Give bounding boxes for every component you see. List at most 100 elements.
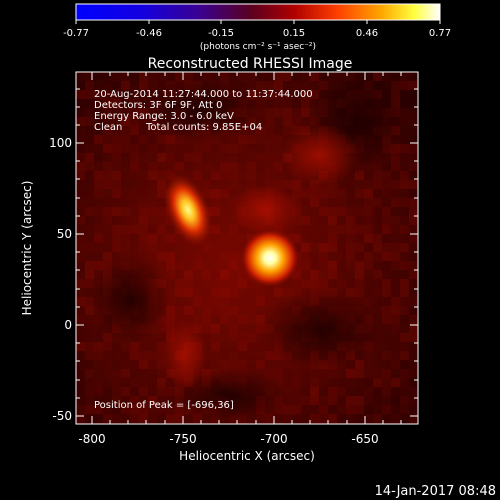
timestamp: 14-Jan-2017 08:48 [375,484,496,499]
texture-cell [256,153,265,162]
texture-cell [166,252,175,261]
texture-cell [121,216,130,225]
texture-cell [382,396,391,405]
texture-cell [148,198,157,207]
texture-cell [310,396,319,405]
texture-cell [391,306,400,315]
texture-cell [85,81,94,90]
texture-cell [148,180,157,189]
texture-cell [265,108,274,117]
texture-cell [409,351,418,360]
colorbar-ticks [75,20,441,24]
texture-cell [274,144,283,153]
texture-cell [130,207,139,216]
texture-cell [310,72,319,81]
texture-cell [355,396,364,405]
colorbar-tick-label: -0.46 [136,28,162,39]
texture-cell [139,414,148,423]
texture-cell [382,297,391,306]
texture-cell [157,405,166,414]
texture-cell [409,135,418,144]
texture-cell [274,153,283,162]
annotation-method: Clean [94,122,122,133]
texture-cell [94,180,103,189]
texture-cell [400,207,409,216]
texture-cell [76,153,85,162]
texture-cell [373,234,382,243]
texture-cell [121,135,130,144]
texture-cell [175,270,184,279]
texture-cell [391,243,400,252]
texture-cell [220,153,229,162]
texture-cell [229,315,238,324]
texture-cell [310,387,319,396]
texture-cell [130,405,139,414]
texture-cell [94,351,103,360]
texture-cell [238,306,247,315]
texture-cell [85,171,94,180]
texture-cell [229,234,238,243]
texture-cell [283,108,292,117]
texture-cell [409,108,418,117]
texture-cell [94,162,103,171]
texture-cell [292,378,301,387]
texture-cell [283,279,292,288]
texture-cell [400,180,409,189]
texture-cell [301,72,310,81]
texture-cell [337,387,346,396]
texture-cell [166,324,175,333]
texture-cell [112,162,121,171]
texture-cell [85,243,94,252]
texture-cell [274,108,283,117]
texture-cell [409,315,418,324]
texture-cell [121,144,130,153]
texture-cell [319,414,328,423]
texture-cell [85,333,94,342]
texture-cell [94,108,103,117]
texture-cell [400,216,409,225]
texture-cell [310,378,319,387]
texture-cell [202,180,211,189]
texture-cell [328,234,337,243]
texture-cell [382,261,391,270]
texture-cell [94,234,103,243]
texture-cell [202,288,211,297]
texture-cell [76,126,85,135]
texture-cell [220,243,229,252]
texture-cell [319,189,328,198]
y-tick-label: -50 [52,409,72,423]
texture-cell [409,117,418,126]
texture-cell [202,279,211,288]
texture-cell [400,297,409,306]
texture-cell [139,207,148,216]
texture-cell [301,216,310,225]
texture-cell [229,279,238,288]
texture-cell [319,225,328,234]
texture-cell [166,396,175,405]
texture-cell [364,261,373,270]
texture-cell [94,171,103,180]
texture-cell [256,72,265,81]
texture-cell [157,180,166,189]
texture-cell [256,297,265,306]
texture-cell [76,207,85,216]
texture-cell [130,414,139,423]
texture-cell [139,72,148,81]
texture-cell [139,81,148,90]
texture-cell [184,315,193,324]
texture-cell [157,414,166,423]
texture-cell [391,396,400,405]
texture-cell [121,153,130,162]
texture-cell [238,234,247,243]
texture-cell [274,72,283,81]
texture-cell [139,351,148,360]
texture-cell [238,171,247,180]
texture-cell [364,216,373,225]
texture-cell [112,342,121,351]
texture-cell [373,306,382,315]
texture-cell [103,360,112,369]
texture-cell [85,225,94,234]
texture-cell [409,279,418,288]
annotation-energy-range: Energy Range: 3.0 - 6.0 keV [94,111,234,122]
texture-cell [409,378,418,387]
